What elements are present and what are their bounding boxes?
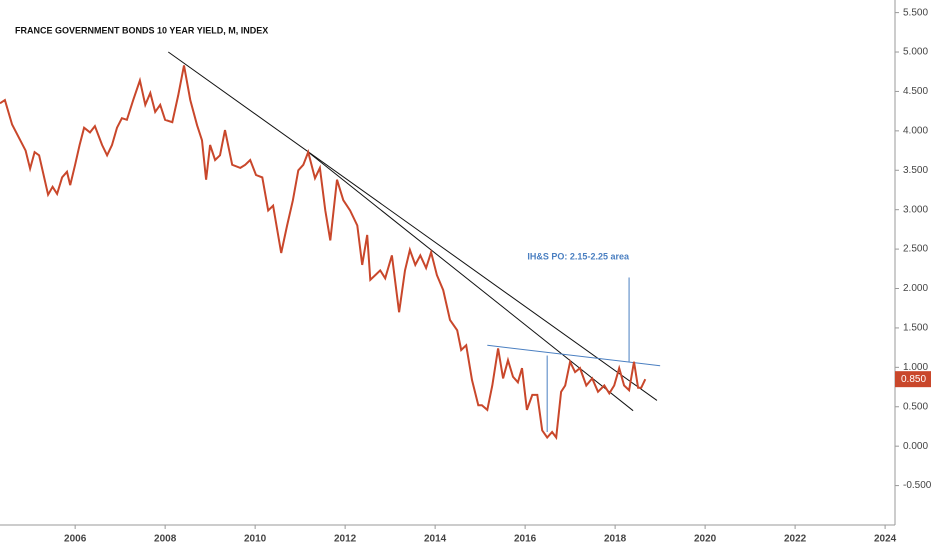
y-tick-label: -0.500	[903, 480, 932, 491]
y-tick-label: 0.500	[903, 401, 928, 412]
x-tick-label: 2018	[604, 534, 627, 545]
x-tick-label: 2008	[154, 534, 177, 545]
trend-line	[487, 344, 661, 367]
last-value-tag	[895, 371, 931, 388]
x-tick-label: 2012	[334, 534, 357, 545]
y-tick-label: 2.500	[903, 244, 928, 255]
y-tick-label: 4.500	[903, 86, 928, 97]
x-tick-label: 2016	[514, 534, 537, 545]
x-tick-label: 2024	[874, 534, 897, 545]
trend-line	[307, 151, 634, 412]
series-line	[0, 65, 647, 441]
x-tick-label: 2006	[64, 534, 87, 545]
chart-title: FRANCE GOVERNMENT BONDS 10 YEAR YIELD, M…	[15, 25, 268, 35]
y-tick-label: 1.000	[903, 362, 928, 373]
y-tick-label: 4.000	[903, 125, 928, 136]
y-tick-label: 0.000	[903, 441, 928, 452]
y-tick-label: 3.500	[903, 165, 928, 176]
x-tick-label: 2022	[784, 534, 807, 545]
x-tick-label: 2014	[424, 534, 447, 545]
y-tick-label: 5.000	[903, 47, 928, 58]
y-tick-label: 2.000	[903, 283, 928, 294]
last-value-label: 0.850	[901, 374, 926, 385]
y-tick-label: 5.500	[903, 7, 928, 18]
annotation: IH&S PO: 2.15-2.25 area	[527, 252, 630, 262]
x-tick-label: 2010	[244, 534, 267, 545]
trend-line	[168, 51, 658, 401]
x-tick-label: 2020	[694, 534, 717, 545]
y-tick-label: 3.000	[903, 204, 928, 215]
y-tick-label: 1.500	[903, 323, 928, 334]
